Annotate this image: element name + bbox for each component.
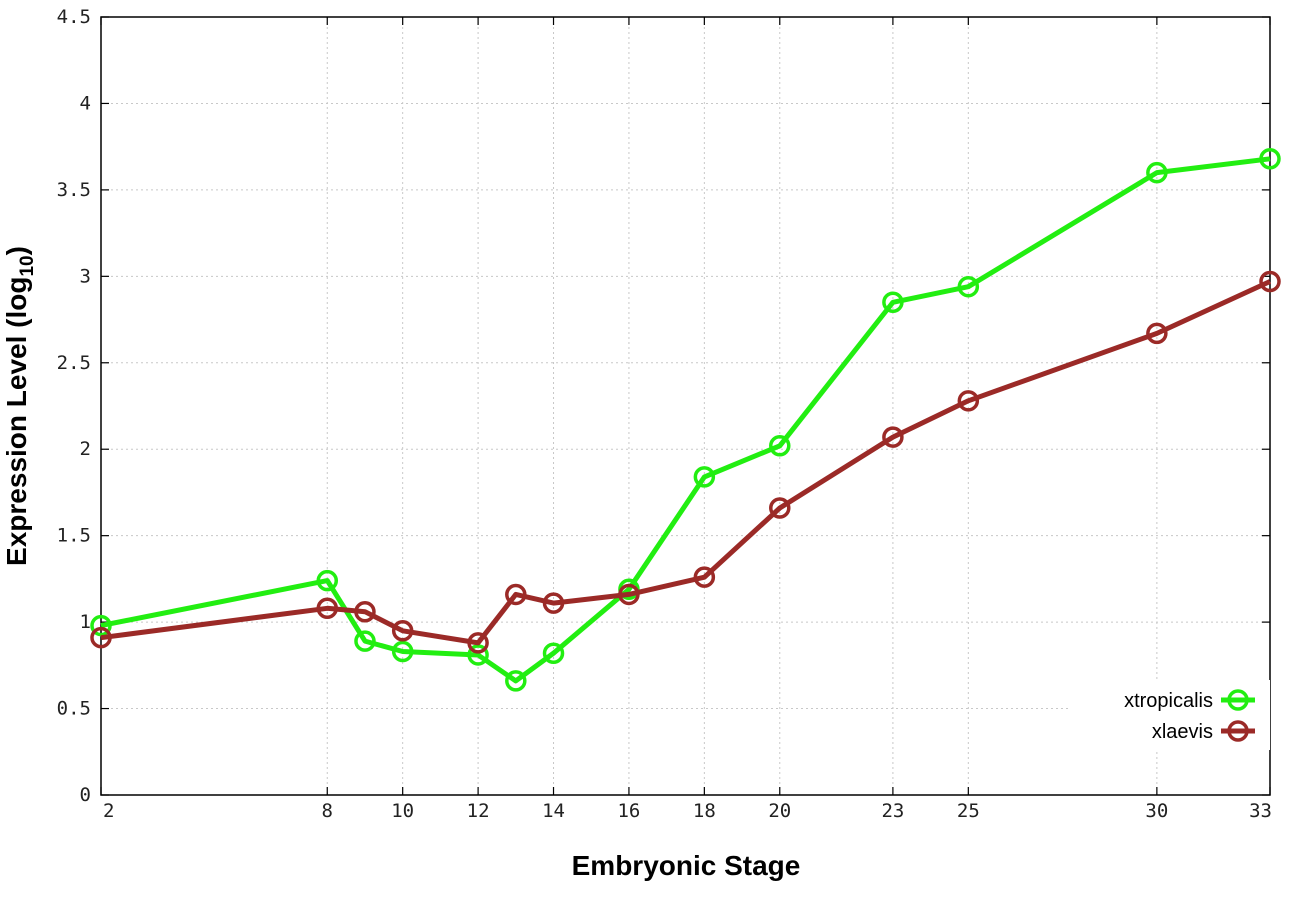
data-point-xtropicalis <box>957 275 980 298</box>
y-axis-title-close: ) <box>1 246 32 255</box>
axis-ticks: 0 0.5 1 1.5 2 2.5 3 3.5 4 4.5 2 8 10 12 14 16 18 20 23 25 30… <box>57 6 1272 822</box>
data-point-xlaevis <box>354 600 376 623</box>
x-tick-label: 23 <box>881 800 904 822</box>
data-point-xlaevis <box>542 592 565 614</box>
data-point-xtropicalis <box>354 630 376 652</box>
x-tick-label: 12 <box>467 800 490 822</box>
data-point-xlaevis <box>391 620 414 642</box>
legend-marker-xlaevis <box>1227 720 1249 742</box>
data-point-xlaevis <box>693 566 716 588</box>
y-tick-label: 3.5 <box>57 179 91 201</box>
legend: xtropicalis xlaevis <box>1070 680 1270 750</box>
y-tick-label: 0 <box>80 784 91 806</box>
data-point-xtropicalis <box>769 435 791 457</box>
data-point-xlaevis <box>769 497 791 519</box>
x-tick-label: 16 <box>617 800 640 822</box>
y-tick-label: 1.5 <box>57 525 91 547</box>
data-series <box>90 148 1281 692</box>
series-line-xtropicalis <box>100 156 1271 684</box>
x-tick-label: 18 <box>693 800 716 822</box>
data-point-xlaevis <box>505 583 527 606</box>
data-point-xtropicalis <box>467 644 489 666</box>
x-tick-label: 30 <box>1145 800 1168 822</box>
legend-marker-xtropicalis <box>1227 689 1249 711</box>
data-point-xlaevis <box>90 626 112 649</box>
data-point-xtropicalis <box>542 642 565 664</box>
legend-label-xtropicalis: xtropicalis <box>1124 690 1213 712</box>
data-point-xtropicalis <box>1146 161 1168 184</box>
data-point-xtropicalis <box>693 466 716 488</box>
y-tick-label: 4 <box>80 92 91 114</box>
x-tick-label: 10 <box>391 800 414 822</box>
y-tick-label: 1 <box>80 611 91 633</box>
data-point-xlaevis <box>1259 270 1281 293</box>
x-tick-label: 14 <box>542 800 565 822</box>
x-axis-title: Embryonic Stage <box>572 850 801 881</box>
x-tick-label: 25 <box>957 800 980 822</box>
legend-label-xlaevis: xlaevis <box>1152 721 1213 743</box>
x-tick-label: 20 <box>768 800 791 822</box>
y-tick-label: 0.5 <box>57 698 91 720</box>
x-tick-label: 2 <box>103 800 114 822</box>
plot-frame <box>100 16 1271 796</box>
data-point-xtropicalis <box>90 614 112 637</box>
y-tick-label: 2.5 <box>57 352 91 374</box>
y-tick-label: 3 <box>80 265 91 287</box>
data-point-xlaevis <box>882 426 904 448</box>
data-point-xtropicalis <box>316 569 339 592</box>
data-point-xlaevis <box>618 583 640 606</box>
data-point-xlaevis <box>957 390 980 412</box>
data-point-xlaevis <box>1146 322 1168 345</box>
y-axis-title-main: Expression Level (log <box>1 277 32 566</box>
series-xtropicalis <box>90 148 1281 692</box>
x-tick-label: 33 <box>1249 800 1272 822</box>
series-line-xlaevis <box>100 279 1272 646</box>
y-tick-label: 4.5 <box>57 6 91 28</box>
grid-lines <box>101 17 1270 795</box>
data-point-xtropicalis <box>391 640 414 663</box>
data-point-xlaevis <box>467 632 489 654</box>
data-point-xlaevis <box>316 597 339 620</box>
data-point-xtropicalis <box>882 291 904 314</box>
y-axis-title-subscript: 10 <box>17 255 38 276</box>
y-tick-label: 2 <box>80 438 91 460</box>
series-xlaevis <box>90 270 1281 654</box>
x-tick-label: 8 <box>322 800 333 822</box>
y-axis-title: Expression Level (log10) <box>1 246 38 566</box>
data-point-xtropicalis <box>1259 148 1281 170</box>
data-point-xtropicalis <box>505 670 527 692</box>
